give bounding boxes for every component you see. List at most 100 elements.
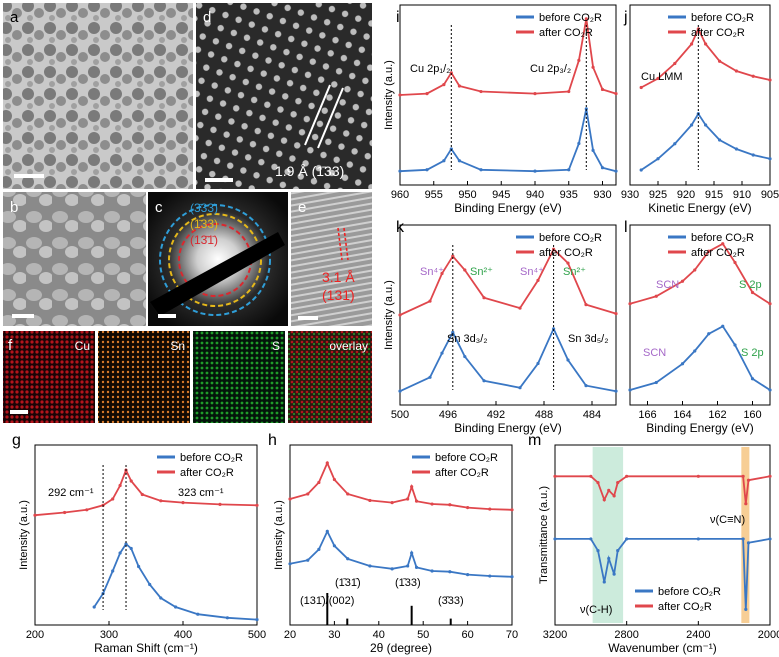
data-point-before [567,168,571,172]
x-tick-label: 164 [673,409,691,421]
data-point-before [693,349,697,353]
series-line-after [289,460,513,511]
data-point-after [451,254,455,258]
legend-label: before CO₂R [539,12,602,24]
data-point-after [751,74,755,78]
data-point-after [584,17,588,21]
data-point-before [768,157,772,161]
data-point-after [33,513,37,517]
map-label-overlay: overlay [329,339,368,353]
eds-map-sn [98,331,190,423]
data-point-before [398,169,402,173]
panel-label-d: d [203,9,211,26]
panel-label-e: e [298,199,306,216]
data-point-after [159,499,163,503]
data-point-before [553,537,557,541]
data-point-after [533,92,537,96]
data-point-before [225,616,229,620]
data-point-before [368,564,372,568]
x-axis-label: Wavenumber (cm⁻¹) [608,641,717,655]
scale-bar-a [14,174,44,178]
data-point-after [425,92,429,96]
data-point-before [129,546,133,551]
x-tick-label: 492 [487,409,505,421]
legend-label: after CO₂R [539,27,593,39]
panel-label-m: m [528,432,541,449]
data-point-before [533,169,537,173]
x-tick-label: 300 [100,629,118,641]
data-point-before [457,159,461,163]
data-point-before [148,582,152,587]
data-point-before [425,168,429,172]
panel-f: f Cu Sn S overlay [3,331,372,423]
annotation: Cu 2p₃/₂ [530,63,571,75]
data-point-before [602,580,606,584]
data-point-before [654,380,658,385]
plot-frame [629,4,771,186]
annotation: Sn⁴⁺ [420,266,444,278]
data-point-before [306,558,310,562]
x-tick-label: 500 [248,629,266,641]
ring-label-333: (3̄33) [190,201,218,215]
data-point-after [577,58,581,62]
data-point-after [616,480,620,485]
series-line-after [399,247,617,316]
data-point-after [118,483,122,488]
panel-label-b: b [10,199,18,216]
data-point-before [566,358,570,362]
data-point-before [124,542,128,546]
data-point-before [332,544,336,548]
chart-i: 960 955 950 945 940 935 930 Binding Energy (eV)… [383,4,618,215]
legend-label: after CO₂R [539,247,593,259]
panel-a: a [3,3,193,189]
x-tick-label: 930 [621,189,639,201]
reference-label: (1̄33) [395,577,421,589]
data-point-after [567,89,571,94]
data-point-after [479,89,483,94]
data-point-after [129,479,133,483]
data-point-after [410,485,414,489]
data-point-before [751,153,755,157]
data-point-before [600,166,605,170]
data-point-after [602,498,606,502]
x-tick-label: 30 [328,629,340,641]
data-point-after [639,85,643,90]
annotation-e-1: 3.1 Å [322,269,355,285]
annotation: Sn⁴⁺ [520,266,544,278]
data-point-before [92,605,96,609]
ring-label-131: (13̄1̄) [190,233,218,247]
x-tick-label: 50 [417,629,429,641]
data-point-before [718,138,722,142]
data-point-before [628,388,632,392]
data-point-before [591,148,595,152]
data-point-before [584,384,588,388]
x-tick-label: 2400 [686,629,710,641]
plot-frame [554,444,771,626]
fringe-mark-1 [337,227,343,261]
annotation: Sn²⁺ [563,266,586,278]
x-tick-label: 488 [535,409,553,421]
data-point-after [607,488,611,492]
data-point-before [196,612,200,616]
x-tick-label: 60 [461,629,473,641]
data-point-after [680,279,685,283]
x-axis-label: Raman Shift (cm⁻¹) [94,641,198,655]
data-point-before [482,379,486,383]
data-point-after [448,503,452,507]
data-point-after [325,461,329,465]
data-point-after [744,502,748,506]
data-point-before [596,549,600,553]
panel-label-a: a [10,9,19,26]
data-point-after [600,87,605,92]
annotation-e-2: (131̄) [322,287,355,303]
data-point-after [656,76,660,81]
data-point-before [518,386,522,390]
annotation: SCN [656,279,679,291]
data-point-before [406,564,410,568]
data-point-before [733,343,737,347]
data-point-after [440,271,444,276]
series-line-before [399,108,617,173]
legend-label: before CO₂R [691,232,754,244]
data-point-after [718,59,722,63]
data-point-before [414,565,419,570]
